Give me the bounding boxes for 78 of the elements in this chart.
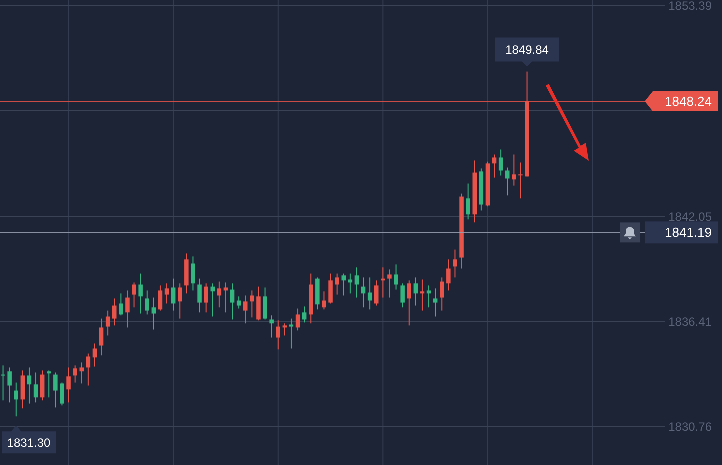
candlestick (426, 285, 432, 308)
candlestick (289, 318, 294, 350)
candlestick (224, 282, 228, 314)
candlestick (138, 273, 143, 314)
candlestick (243, 295, 248, 324)
candlestick (80, 362, 84, 384)
candlestick (126, 290, 130, 328)
candlestick (420, 279, 425, 312)
candlestick (440, 277, 444, 312)
y-tick-label: 1842.05 (668, 210, 712, 224)
candlestick (171, 278, 176, 312)
candlestick (453, 249, 458, 278)
candlestick (164, 283, 170, 304)
candlestick (342, 273, 346, 296)
candlestick (106, 310, 110, 336)
ref-line-label: 1848.24 (665, 94, 712, 110)
candlestick (112, 298, 117, 326)
candlestick (394, 264, 398, 290)
candlestick (204, 283, 208, 314)
candlestick (145, 290, 150, 316)
candlestick (178, 283, 182, 320)
annotation: 1849.84 (506, 42, 550, 57)
candlestick (132, 282, 136, 308)
annotation: 1831.30 (7, 436, 52, 450)
candlestick (368, 277, 372, 310)
candlestick (407, 280, 412, 326)
candlestick (8, 367, 12, 404)
candlestick (40, 370, 45, 402)
y-tick-label: 1830.76 (668, 420, 712, 434)
candlestick (230, 283, 235, 320)
candlestick (322, 291, 326, 310)
candlestick (270, 315, 274, 338)
candlestick (492, 154, 497, 178)
candlestick (400, 283, 405, 308)
candlestick (433, 288, 438, 318)
candlestick (73, 365, 78, 384)
candlestick (236, 296, 242, 310)
candlestick (498, 149, 504, 176)
candlestick (256, 286, 261, 322)
candlestick (328, 273, 333, 304)
candlestick (512, 154, 516, 186)
candlestick (296, 308, 300, 332)
candlestick (335, 273, 340, 296)
candlestick (86, 353, 91, 386)
candlestick (210, 283, 216, 318)
candlestick (348, 273, 353, 294)
candlestick (1, 365, 6, 402)
candlestick (518, 162, 523, 200)
candlestick (446, 259, 451, 292)
candlestick (20, 370, 26, 410)
candlestick (282, 323, 288, 336)
candlestick (119, 293, 124, 316)
ref-line-label: 1841.19 (665, 225, 712, 240)
candlestick (505, 167, 510, 196)
candlestick (302, 306, 307, 324)
candlestick (14, 382, 19, 418)
candlestick (217, 281, 222, 308)
candlestick (374, 280, 379, 306)
candlestick (46, 370, 52, 398)
candlestick (152, 297, 156, 330)
candlestick (414, 277, 418, 306)
candlestick (354, 267, 360, 298)
candlestick (99, 318, 104, 356)
candlestick (158, 285, 163, 312)
candlestick (191, 256, 196, 292)
candlestick (263, 287, 268, 320)
candlestick (66, 367, 71, 404)
candlestick (34, 372, 38, 404)
y-tick-label: 1853.39 (668, 0, 712, 13)
candlestick (388, 269, 392, 298)
y-tick-label: 1836.41 (668, 314, 712, 329)
candlestick (60, 382, 64, 406)
candlestick (466, 183, 470, 220)
candlestick (27, 367, 32, 404)
candlestick (250, 290, 254, 318)
candlestick (54, 372, 58, 408)
candlestick (198, 278, 202, 314)
candlestick (276, 320, 281, 350)
